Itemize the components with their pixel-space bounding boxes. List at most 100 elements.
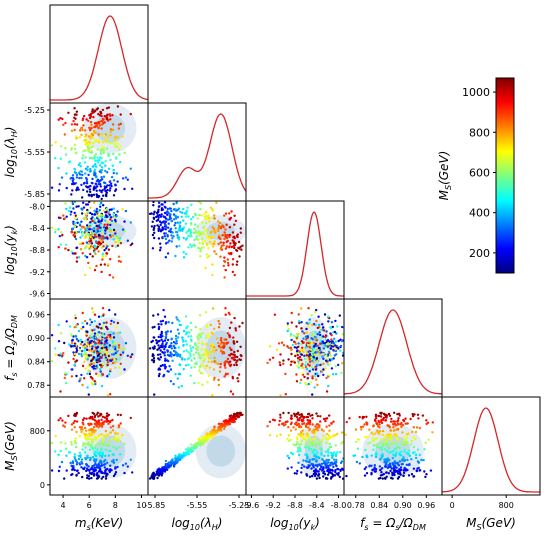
scatter-point [54,353,57,356]
scatter-point [50,441,54,445]
scatter-point [301,422,304,426]
scatter-point [234,327,237,330]
scatter-point [226,372,229,376]
scatter-point [98,120,101,124]
scatter-point [164,468,167,472]
scatter-point [185,349,188,352]
scatter-point [191,449,195,453]
scatter-point [290,321,293,324]
scatter-point [174,462,177,465]
scatter-point [268,420,272,423]
scatter-point [410,439,414,443]
scatter-point [121,177,125,180]
scatter-point [96,107,100,110]
scatter-point [95,352,99,355]
scatter-point [170,240,173,243]
scatter-point [71,227,75,230]
scatter-point [59,116,62,120]
scatter-point [89,115,93,118]
scatter-point [193,243,196,246]
scatter-point [97,435,100,439]
scatter-point [273,419,277,422]
scatter-point [384,465,387,468]
scatter-point [217,426,221,429]
scatter-point [112,179,116,182]
scatter-point [95,346,98,350]
scatter-point [119,372,122,375]
scatter-point [92,351,96,354]
scatter-point [70,341,74,345]
scatter-point [402,456,405,459]
scatter-point [207,374,211,377]
scatter-point [83,319,87,323]
scatter-point [81,475,84,479]
scatter-point [99,413,103,416]
scatter-point [290,311,293,315]
scatter-point [89,458,92,462]
scatter-point [129,221,132,224]
scatter-point [322,352,325,356]
scatter-point [97,242,100,245]
scatter-point [230,321,233,324]
scatter-point [306,434,310,437]
scatter-point [320,453,323,456]
scatter-point [309,442,312,446]
scatter-point [156,214,159,217]
y-axis-label-fs: fs​ = Ωs​/ΩDM​ [3,315,19,381]
scatter-point [381,452,384,456]
scatter-point [164,357,167,360]
scatter-point [279,416,282,419]
scatter-point [73,225,77,228]
scatter-point [97,220,100,223]
scatter-point [106,152,110,156]
scatter-point [91,227,95,230]
scatter-point [131,187,134,190]
scatter-point [73,468,76,472]
scatter-point [223,231,226,234]
scatter-point [103,466,107,469]
scatter-point [100,242,103,245]
scatter-point [109,449,112,452]
scatter-point [82,206,86,209]
scatter-point [67,209,71,213]
scatter-point [305,354,308,357]
scatter-point [177,332,181,335]
scatter-point [78,242,82,245]
scatter-point [314,323,317,327]
scatter-point [324,450,327,453]
scatter-point [118,446,121,449]
scatter-point [104,477,108,480]
scatter-point [403,459,406,463]
scatter-point [184,215,188,218]
scatter-point [404,422,407,425]
scatter-point [179,458,182,461]
scatter-point [78,349,82,352]
scatter-point [424,475,427,479]
scatter-point [77,256,81,259]
scatter-point [204,311,208,314]
scatter-point [178,244,181,248]
scatter-point [186,230,189,233]
scatter-point [118,357,121,360]
scatter-point [193,212,197,216]
scatter-point [64,371,67,375]
scatter-point [229,364,232,368]
scatter-point [165,211,168,214]
scatter-point [222,342,225,345]
panel-frame [441,396,541,496]
scatter-point [89,167,92,171]
scatter-point [99,205,102,208]
scatter-point [151,220,154,223]
scatter-point [81,462,84,465]
scatter-point [172,344,175,348]
scatter-point [117,255,121,258]
scatter-point [105,346,108,349]
scatter-point [105,434,109,437]
scatter-point [393,420,396,423]
scatter-point [319,420,322,423]
scatter-point [96,178,100,181]
scatter-point [102,434,106,437]
scatter-point [313,454,316,458]
scatter-point [92,115,95,119]
